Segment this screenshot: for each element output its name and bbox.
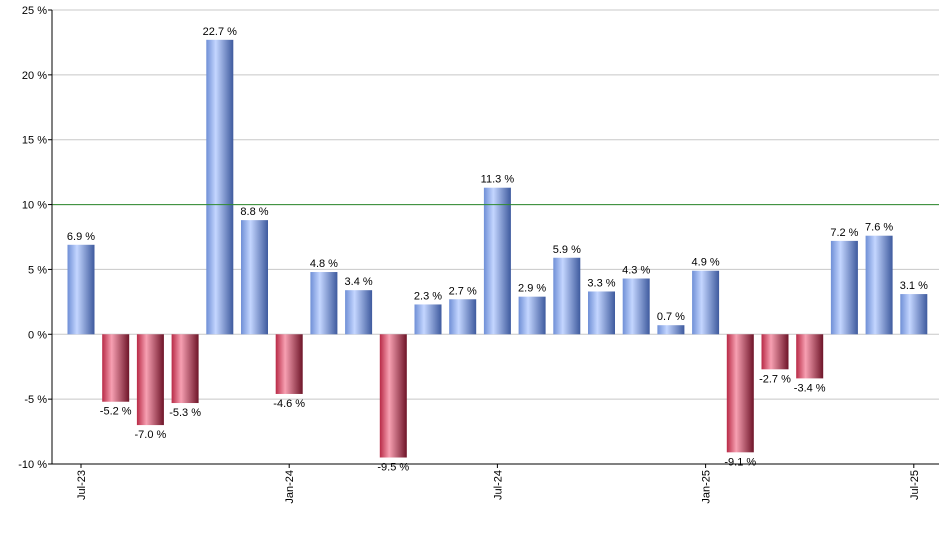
data-label: -7.0 % [135,429,167,441]
data-label: 2.9 % [518,283,546,295]
bar-Apr-24 [379,334,407,458]
data-label: -9.5 % [377,462,409,474]
bar-Nov-24 [622,278,650,335]
bar-Mar-25 [761,334,789,370]
data-label: -5.3 % [169,407,201,419]
bar-Apr-25 [796,334,824,379]
bar-Jul-24 [483,187,511,335]
data-label: 8.8 % [240,206,268,218]
y-tick-label: -10 % [18,459,47,471]
data-label: 4.8 % [310,258,338,270]
bar-Jun-24 [449,299,477,335]
axes: 25 % 20 % 15 % 10 % 5 % 0 % -5 % -10 % Jul-23 Jan… [18,5,939,504]
bar-Jul-25 [900,294,928,335]
bar-Dec-24 [657,325,685,335]
y-tick-label: 10 % [22,200,47,212]
data-label: 0.7 % [657,311,685,323]
y-tick-label: 15 % [22,135,47,147]
bar-Sep-24 [553,257,581,335]
bar-Feb-25 [726,334,754,453]
bar-Nov-23 [206,39,234,335]
data-label: -4.6 % [273,398,305,410]
data-label: -5.2 % [100,406,132,418]
bar-May-24 [414,304,442,335]
data-label: -9.1 % [724,456,756,468]
bar-Dec-23 [241,220,268,335]
y-tick-label: 25 % [22,5,47,17]
data-label: 4.9 % [692,257,720,269]
data-label: 2.7 % [449,285,477,297]
data-label: 3.1 % [900,280,928,292]
x-tick-label: Jul-23 [76,470,88,500]
data-label: 4.3 % [622,265,650,277]
x-tick-label: Jan-25 [701,470,713,504]
bar-Aug-23 [102,334,130,402]
data-label: 3.4 % [345,276,373,288]
data-label: 6.9 % [67,231,95,243]
data-label: 2.3 % [414,290,442,302]
data-label: -2.7 % [759,373,791,385]
x-tick-label: Jan-24 [284,470,296,504]
data-label: 5.9 % [553,244,581,256]
bar-Sep-23 [136,334,164,426]
data-label: 22.7 % [203,26,237,38]
bar-Aug-24 [518,296,546,335]
bar-Jan-24 [275,334,303,394]
data-label: 11.3 % [481,174,515,186]
bar-Oct-24 [588,291,615,335]
data-label: 7.6 % [865,222,893,234]
bar-Jul-23 [67,244,95,335]
y-tick-label: -5 % [24,394,47,406]
y-tick-label: 0 % [28,329,47,341]
data-label: -3.4 % [794,382,826,394]
y-tick-label: 20 % [22,70,47,82]
bar-Oct-23 [171,334,199,404]
x-tick-label: Jul-24 [492,470,504,500]
y-tick-label: 5 % [28,264,47,276]
bars [67,39,928,458]
bar-Feb-24 [310,272,338,335]
bar-Jun-25 [865,235,893,335]
bar-Mar-24 [345,290,373,335]
bar-Jan-25 [692,270,720,335]
bar-May-25 [830,240,858,335]
data-label: 3.3 % [587,277,615,289]
data-labels: 6.9 % -5.2 %-7.0 %-5.3 % 22.7 % 8.8 % -4.6 %… [67,26,928,474]
data-label: 7.2 % [830,227,858,239]
x-tick-label: Jul-25 [909,470,921,500]
